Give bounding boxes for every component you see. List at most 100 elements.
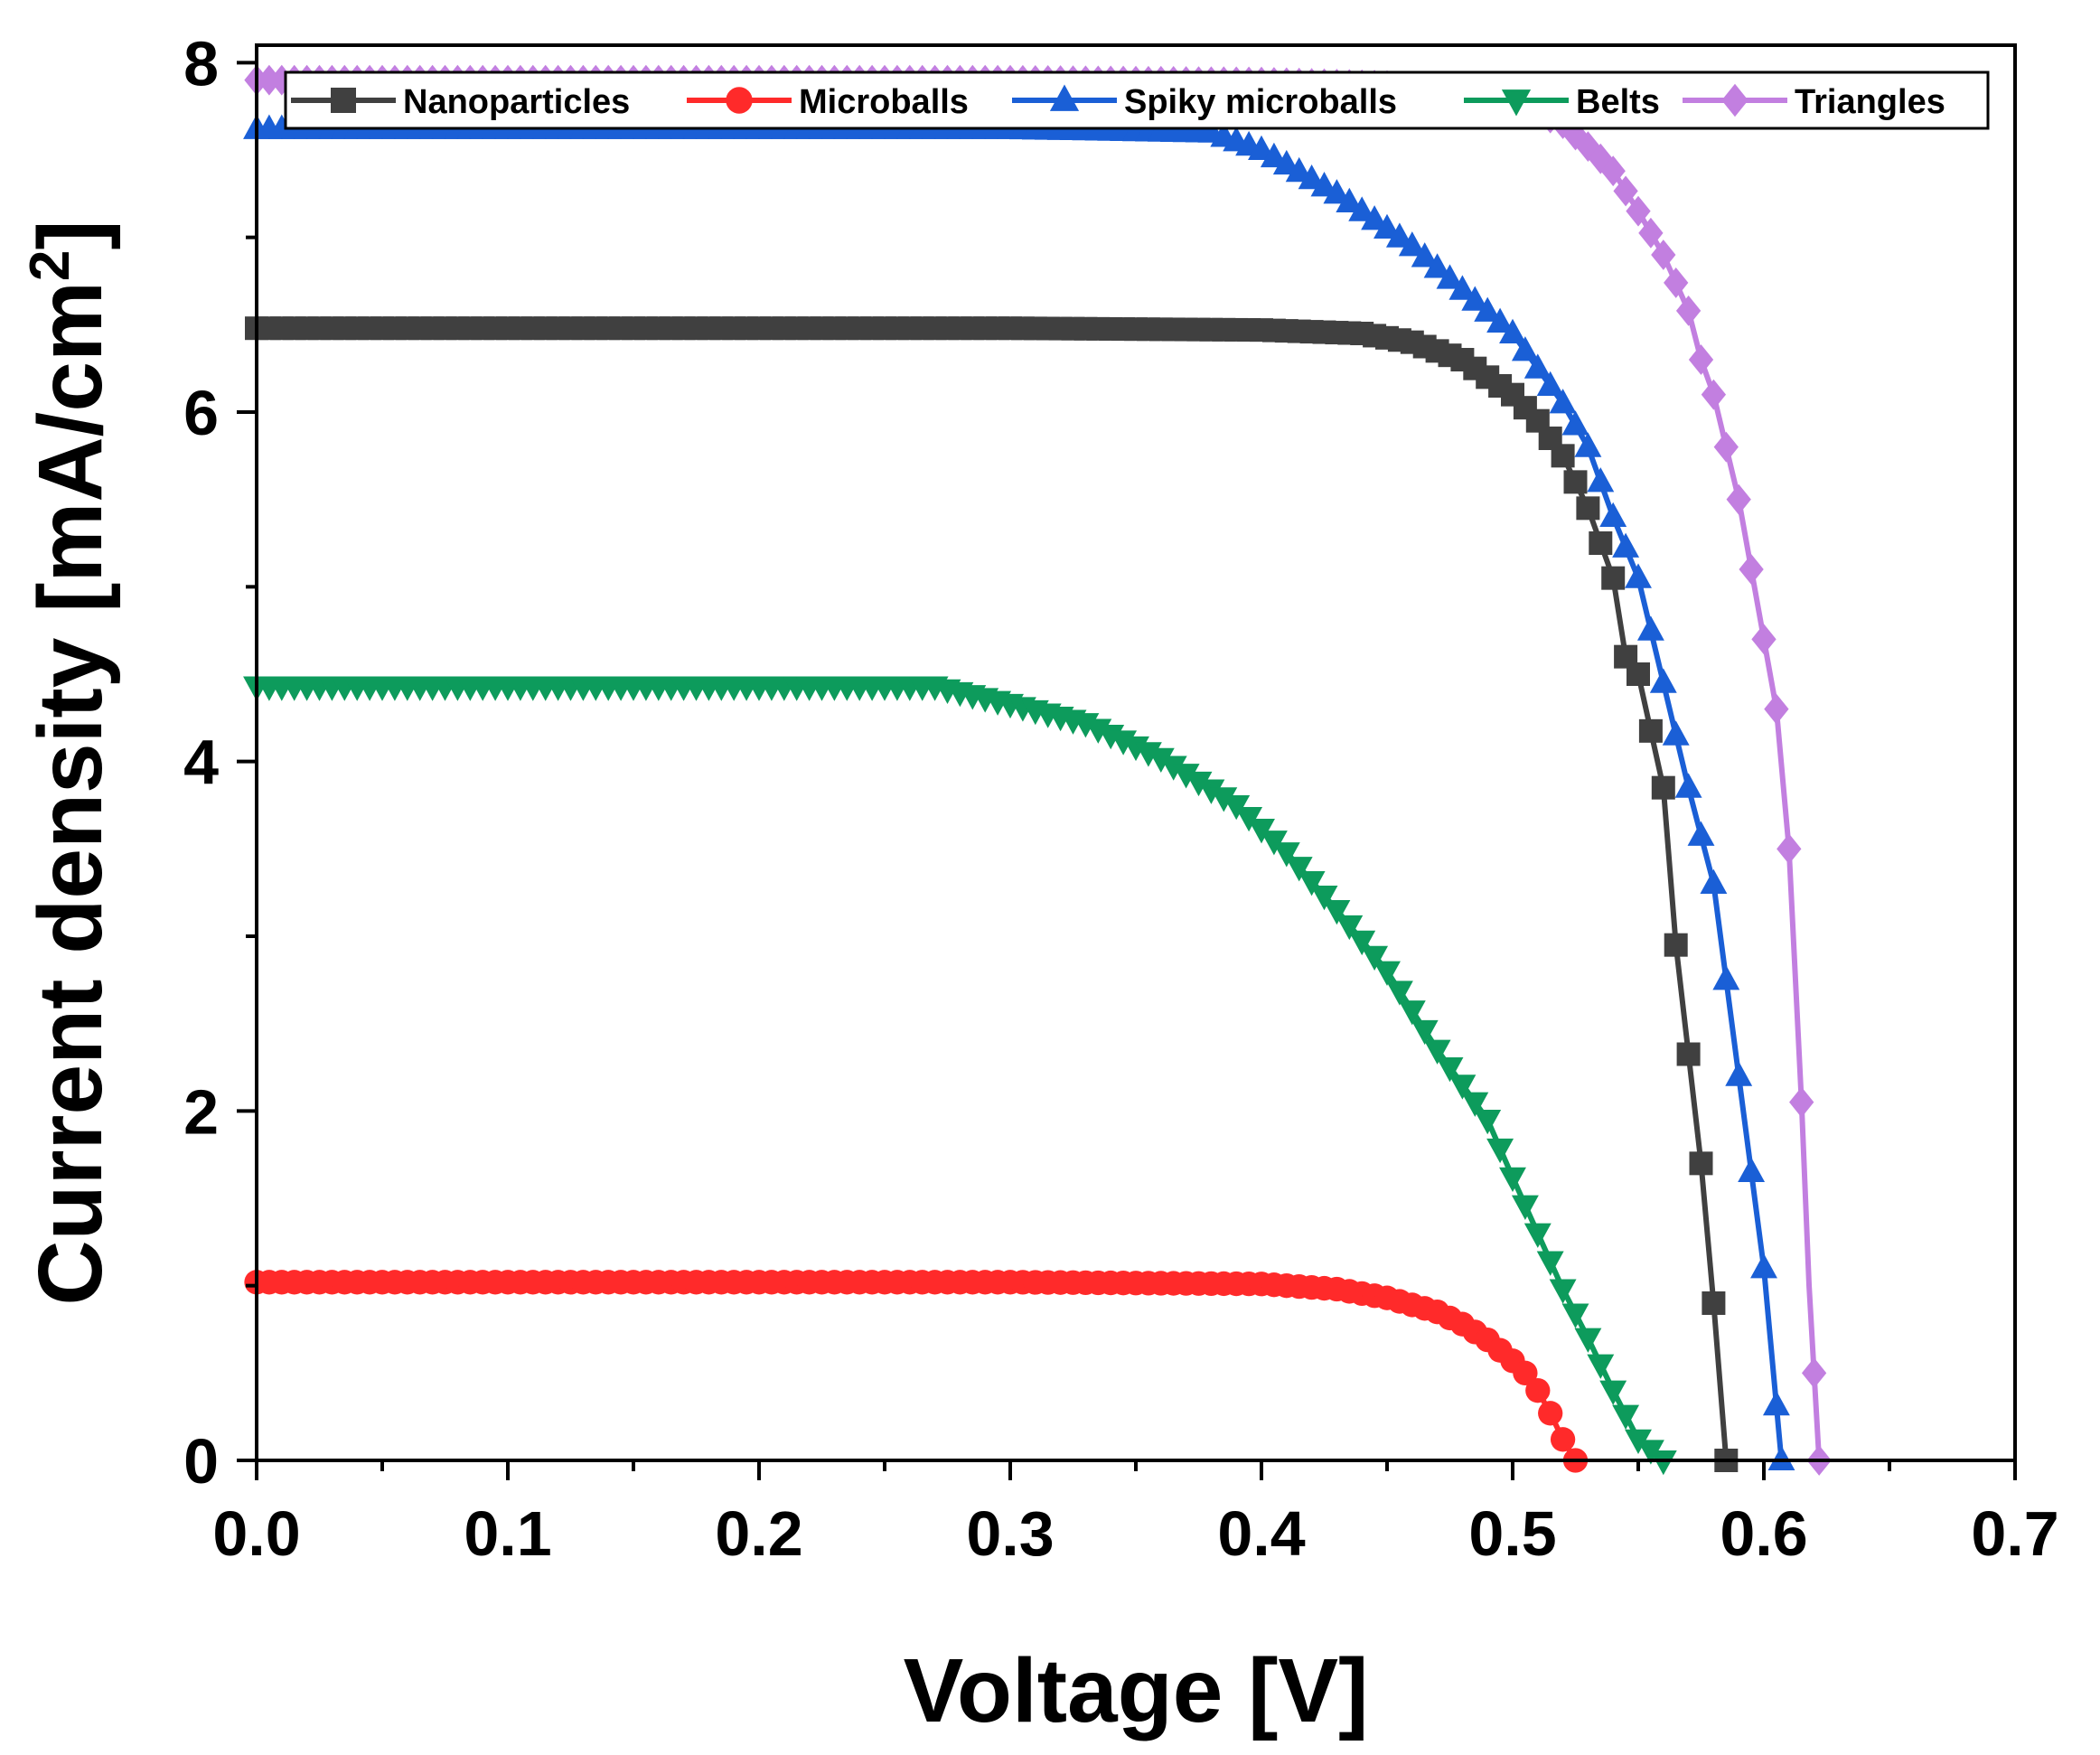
data-point-belts bbox=[1323, 899, 1351, 925]
series-layer bbox=[243, 64, 1832, 1476]
data-point-spiky-microballs bbox=[1700, 868, 1728, 895]
legend-marker-belts bbox=[1501, 89, 1532, 117]
data-point-triangles bbox=[1600, 155, 1626, 187]
y-tick-label: 8 bbox=[183, 28, 219, 99]
data-point-spiky-microballs bbox=[1738, 1157, 1766, 1183]
y-axis-ticks: 0 2 4 6 8 bbox=[183, 28, 257, 1497]
data-point-spiky-microballs bbox=[1587, 467, 1615, 493]
data-point-triangles bbox=[1713, 431, 1739, 463]
data-point-belts bbox=[1361, 945, 1389, 971]
legend-marker-spiky-microballs bbox=[1049, 84, 1080, 111]
series-belts bbox=[243, 676, 1677, 1476]
legend-label-spiky-microballs: Spiky microballs bbox=[1124, 83, 1397, 121]
data-point-spiky-microballs bbox=[1612, 532, 1640, 558]
data-point-spiky-microballs bbox=[1750, 1253, 1777, 1279]
data-point-belts bbox=[1599, 1380, 1627, 1405]
data-point-belts bbox=[1499, 1167, 1526, 1193]
data-point-belts bbox=[1549, 1279, 1577, 1304]
data-point-triangles bbox=[1789, 1086, 1814, 1118]
data-point-belts bbox=[1636, 1440, 1664, 1465]
data-point-nanoparticles bbox=[1563, 470, 1588, 494]
data-point-belts bbox=[1625, 1429, 1652, 1455]
legend-item-microballs: Microballs bbox=[687, 83, 969, 121]
data-point-nanoparticles bbox=[1689, 1151, 1713, 1176]
data-point-triangles bbox=[1739, 554, 1764, 585]
data-point-spiky-microballs bbox=[1523, 353, 1552, 379]
data-point-spiky-microballs bbox=[1762, 1390, 1790, 1416]
legend-item-spiky-microballs: Spiky microballs bbox=[1012, 83, 1397, 121]
data-point-microballs bbox=[1525, 1378, 1551, 1403]
y-tick-label: 6 bbox=[183, 378, 219, 448]
data-point-nanoparticles bbox=[1601, 566, 1626, 590]
data-point-belts bbox=[1587, 1354, 1615, 1379]
data-point-triangles bbox=[1701, 379, 1727, 410]
y-axis-label-main: Current density [mA/cm bbox=[20, 281, 121, 1306]
data-point-belts bbox=[1523, 1223, 1552, 1248]
data-point-belts bbox=[1448, 1075, 1477, 1100]
data-point-belts bbox=[1172, 764, 1200, 789]
x-tick-label: 0.2 bbox=[715, 1498, 802, 1569]
legend-item-belts: Belts bbox=[1464, 83, 1660, 121]
data-point-nanoparticles bbox=[1627, 662, 1650, 686]
data-point-belts bbox=[1285, 857, 1313, 882]
data-point-spiky-microballs bbox=[1373, 213, 1401, 239]
data-point-belts bbox=[1385, 981, 1413, 1006]
data-point-spiky-microballs bbox=[1411, 242, 1439, 267]
data-point-spiky-microballs bbox=[1649, 668, 1677, 693]
data-point-nanoparticles bbox=[1551, 444, 1575, 468]
data-point-spiky-microballs bbox=[1574, 432, 1602, 457]
data-point-spiky-microballs bbox=[1625, 563, 1652, 588]
data-point-nanoparticles bbox=[1576, 496, 1600, 521]
data-point-belts bbox=[1474, 1109, 1502, 1135]
data-point-triangles bbox=[1675, 295, 1702, 326]
data-point-spiky-microballs bbox=[1486, 307, 1514, 333]
x-tick-label: 0.0 bbox=[212, 1498, 300, 1569]
data-point-triangles bbox=[1726, 483, 1751, 515]
data-point-belts bbox=[1373, 961, 1401, 986]
data-point-spiky-microballs bbox=[1662, 720, 1690, 746]
data-point-spiky-microballs bbox=[1712, 965, 1740, 990]
data-point-belts bbox=[1486, 1138, 1514, 1164]
y-axis-label-close: ] bbox=[20, 220, 121, 249]
data-point-belts bbox=[1310, 886, 1338, 911]
data-point-nanoparticles bbox=[1664, 933, 1688, 957]
data-point-belts bbox=[1649, 1450, 1677, 1476]
data-point-nanoparticles bbox=[1589, 531, 1613, 555]
data-point-belts bbox=[1298, 871, 1326, 896]
x-tick-label: 0.5 bbox=[1468, 1498, 1556, 1569]
data-point-belts bbox=[1197, 779, 1225, 804]
data-point-triangles bbox=[1777, 833, 1802, 865]
legend-marker-triangles bbox=[1721, 83, 1748, 117]
data-point-triangles bbox=[1664, 267, 1689, 298]
data-point-belts bbox=[1612, 1404, 1640, 1430]
data-point-spiky-microballs bbox=[1361, 205, 1389, 230]
data-point-triangles bbox=[1764, 693, 1789, 725]
data-point-triangles bbox=[1638, 217, 1664, 249]
data-point-belts bbox=[1511, 1195, 1539, 1220]
data-point-triangles bbox=[1613, 175, 1638, 207]
legend-marker-microballs bbox=[726, 87, 753, 114]
data-point-spiky-microballs bbox=[1398, 231, 1426, 257]
data-point-spiky-microballs bbox=[1674, 773, 1702, 798]
legend-item-triangles: Triangles bbox=[1683, 83, 1945, 121]
data-point-triangles bbox=[1801, 1357, 1827, 1389]
data-point-spiky-microballs bbox=[1725, 1061, 1753, 1086]
data-point-belts bbox=[1398, 1000, 1426, 1026]
data-point-belts bbox=[1461, 1092, 1489, 1117]
data-point-spiky-microballs bbox=[1474, 296, 1502, 322]
y-tick-label: 0 bbox=[183, 1426, 219, 1497]
data-point-spiky-microballs bbox=[1348, 196, 1376, 221]
data-point-triangles bbox=[1651, 239, 1676, 270]
data-point-belts bbox=[1185, 771, 1213, 797]
data-point-spiky-microballs bbox=[1687, 821, 1715, 846]
data-point-belts bbox=[1574, 1328, 1602, 1353]
data-point-microballs bbox=[1513, 1360, 1538, 1385]
data-point-belts bbox=[1436, 1056, 1464, 1083]
data-point-belts bbox=[1411, 1019, 1439, 1046]
data-point-triangles bbox=[1626, 195, 1651, 227]
y-tick-label: 2 bbox=[183, 1076, 219, 1147]
x-tick-label: 0.7 bbox=[1971, 1498, 2058, 1569]
y-axis-label: Current density [mA/cm2] bbox=[19, 220, 121, 1305]
data-point-nanoparticles bbox=[1651, 775, 1675, 800]
